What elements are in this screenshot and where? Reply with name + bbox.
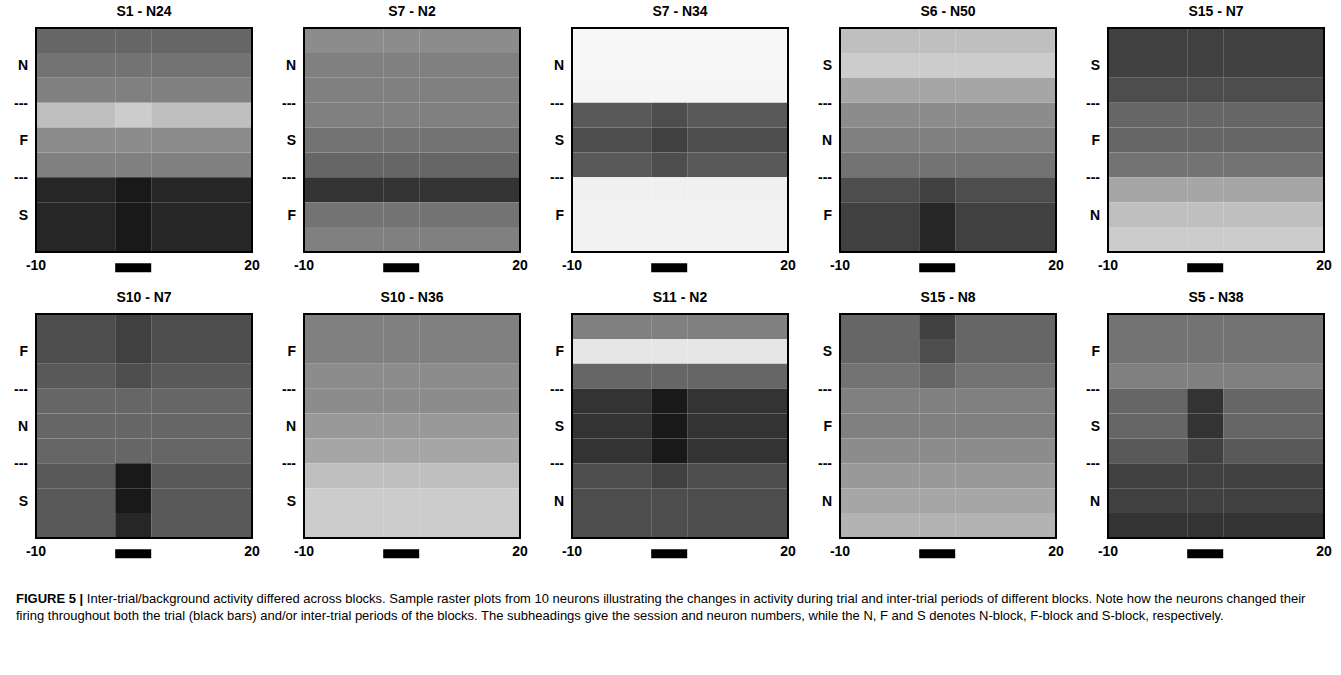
svg-text:20: 20 <box>1048 543 1064 559</box>
svg-text:---: --- <box>14 95 28 111</box>
svg-text:N: N <box>822 132 832 148</box>
svg-text:---: --- <box>550 455 564 471</box>
svg-text:F: F <box>287 343 296 359</box>
svg-text:S: S <box>823 343 832 359</box>
svg-text:F: F <box>555 207 564 223</box>
svg-text:---: --- <box>1086 455 1100 471</box>
svg-text:F: F <box>19 343 28 359</box>
svg-text:S: S <box>555 418 564 434</box>
svg-text:---: --- <box>818 455 832 471</box>
svg-text:N: N <box>18 418 28 434</box>
svg-text:---: --- <box>14 169 28 185</box>
svg-text:N: N <box>822 493 832 509</box>
svg-text:S: S <box>555 132 564 148</box>
svg-text:F: F <box>823 418 832 434</box>
svg-text:-10: -10 <box>26 543 46 559</box>
svg-text:---: --- <box>818 169 832 185</box>
svg-text:---: --- <box>1086 169 1100 185</box>
svg-text:-10: -10 <box>562 257 582 273</box>
svg-text:N: N <box>286 418 296 434</box>
svg-text:20: 20 <box>244 543 260 559</box>
svg-text:20: 20 <box>1316 543 1332 559</box>
svg-text:-10: -10 <box>1098 257 1118 273</box>
svg-text:-10: -10 <box>294 257 314 273</box>
svg-text:-10: -10 <box>1098 543 1118 559</box>
html-text:S10 - N7: S10 - N7 <box>116 289 172 305</box>
svg-text:N: N <box>554 57 564 73</box>
svg-text:N: N <box>1090 493 1100 509</box>
svg-text:---: --- <box>550 381 564 397</box>
svg-text:F: F <box>1091 132 1100 148</box>
html-text:S15 - N7: S15 - N7 <box>1188 3 1244 19</box>
svg-text:---: --- <box>1086 95 1100 111</box>
html-text:S10 - N36: S10 - N36 <box>380 289 444 305</box>
svg-text:S: S <box>1091 57 1100 73</box>
svg-text:---: --- <box>14 455 28 471</box>
svg-text:N: N <box>286 57 296 73</box>
svg-text:20: 20 <box>780 257 796 273</box>
svg-text:-10: -10 <box>830 257 850 273</box>
svg-text:F: F <box>287 207 296 223</box>
svg-text:F: F <box>555 343 564 359</box>
svg-text:---: --- <box>818 95 832 111</box>
svg-text:---: --- <box>282 381 296 397</box>
svg-text:20: 20 <box>780 543 796 559</box>
svg-text:S: S <box>19 207 28 223</box>
svg-text:S: S <box>19 493 28 509</box>
svg-text:N: N <box>554 493 564 509</box>
svg-text:-10: -10 <box>294 543 314 559</box>
html-text:S15 - N8: S15 - N8 <box>920 289 976 305</box>
svg-text:N: N <box>18 57 28 73</box>
html-text:S1 - N24: S1 - N24 <box>116 3 172 19</box>
svg-text:N: N <box>1090 207 1100 223</box>
svg-text:---: --- <box>282 169 296 185</box>
svg-text:S: S <box>287 132 296 148</box>
html-text:FIGURE 5 | Inter-trial/backgro: FIGURE 5 | Inter-trial/background activi… <box>16 591 1306 623</box>
html-text:S7 - N2: S7 - N2 <box>388 3 436 19</box>
svg-text:-10: -10 <box>830 543 850 559</box>
svg-text:-10: -10 <box>26 257 46 273</box>
html-text:S5 - N38: S5 - N38 <box>1188 289 1244 305</box>
svg-text:F: F <box>823 207 832 223</box>
svg-text:---: --- <box>1086 381 1100 397</box>
svg-text:---: --- <box>282 95 296 111</box>
svg-text:-10: -10 <box>562 543 582 559</box>
svg-text:S: S <box>823 57 832 73</box>
svg-text:F: F <box>1091 343 1100 359</box>
html-text:S7 - N34: S7 - N34 <box>652 3 708 19</box>
svg-text:---: --- <box>14 381 28 397</box>
svg-text:---: --- <box>818 381 832 397</box>
svg-text:---: --- <box>550 169 564 185</box>
svg-text:20: 20 <box>244 257 260 273</box>
svg-text:---: --- <box>550 95 564 111</box>
svg-text:20: 20 <box>1048 257 1064 273</box>
svg-text:S: S <box>287 493 296 509</box>
svg-text:20: 20 <box>512 257 528 273</box>
html-text:S11 - N2: S11 - N2 <box>652 289 708 305</box>
svg-text:---: --- <box>282 455 296 471</box>
svg-text:20: 20 <box>512 543 528 559</box>
svg-text:S: S <box>1091 418 1100 434</box>
svg-text:F: F <box>19 132 28 148</box>
svg-text:20: 20 <box>1316 257 1332 273</box>
html-text:S6 - N50: S6 - N50 <box>920 3 976 19</box>
